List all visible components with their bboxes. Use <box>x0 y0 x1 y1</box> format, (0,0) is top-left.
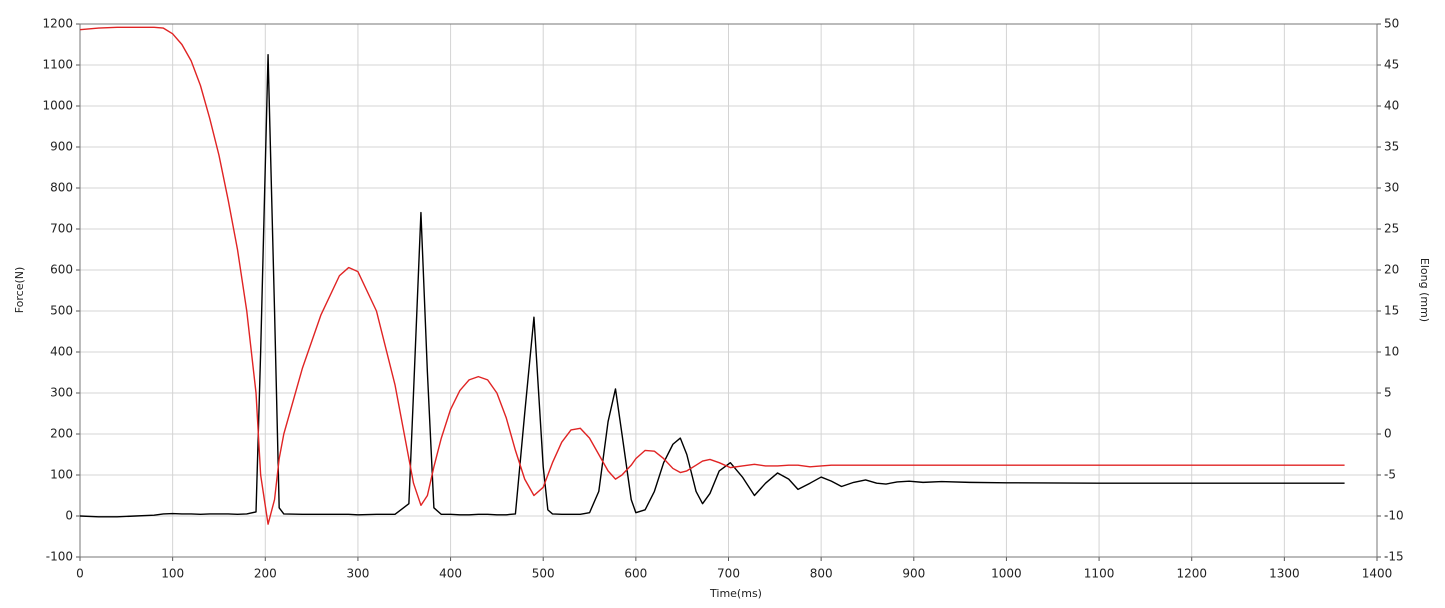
y2-tick-label: -10 <box>1384 509 1404 523</box>
y2-tick-label: 40 <box>1384 99 1399 113</box>
x-tick-label: 0 <box>76 567 84 581</box>
y-tick-label: 0 <box>65 509 73 523</box>
y2-tick-label: 50 <box>1384 17 1399 31</box>
x-tick-label: 700 <box>717 567 740 581</box>
y-tick-label: 1200 <box>42 17 73 31</box>
x-axis-label: Time(ms) <box>709 587 762 600</box>
x-tick-label: 300 <box>346 567 369 581</box>
y2-tick-label: 5 <box>1384 386 1392 400</box>
x-tick-label: 600 <box>624 567 647 581</box>
data-line <box>79 54 1345 518</box>
y-tick-label: 200 <box>50 427 73 441</box>
y2-tick-label: 35 <box>1384 140 1399 154</box>
x-tick-label: 400 <box>439 567 462 581</box>
y2-tick-label: 0 <box>1384 427 1392 441</box>
y2-tick-label: -15 <box>1384 550 1404 564</box>
y-tick-label: -100 <box>46 550 73 564</box>
y-axis-label: Force(N) <box>13 267 26 314</box>
x-tick-label: 800 <box>810 567 833 581</box>
y-tick-label: 800 <box>50 181 73 195</box>
y-tick-label: 700 <box>50 222 73 236</box>
y2-tick-label: 30 <box>1384 181 1399 195</box>
y-tick-label: 300 <box>50 386 73 400</box>
x-tick-label: 1400 <box>1362 567 1393 581</box>
x-tick-label: 1200 <box>1176 567 1207 581</box>
y-tick-label: 1100 <box>42 58 73 72</box>
y-tick-label: 100 <box>50 468 73 482</box>
data-line <box>79 26 1345 525</box>
y-tick-label: 900 <box>50 140 73 154</box>
x-tick-label: 1300 <box>1269 567 1300 581</box>
y2-tick-label: 45 <box>1384 58 1399 72</box>
plot-frame <box>79 23 1378 558</box>
y2-tick-label: -5 <box>1384 468 1396 482</box>
x-tick-label: 1000 <box>991 567 1022 581</box>
y2-tick-label: 25 <box>1384 222 1399 236</box>
y-tick-label: 500 <box>50 304 73 318</box>
y-tick-label: 1000 <box>42 99 73 113</box>
x-tick-label: 1100 <box>1084 567 1115 581</box>
x-tick-label: 200 <box>254 567 277 581</box>
y2-tick-label: 15 <box>1384 304 1399 318</box>
y-tick-label: 600 <box>50 263 73 277</box>
y-tick-label: 400 <box>50 345 73 359</box>
y2-tick-label: 10 <box>1384 345 1399 359</box>
x-tick-label: 500 <box>532 567 555 581</box>
x-tick-label: 100 <box>161 567 184 581</box>
y2-axis-label: Elong (mm) <box>1418 258 1431 322</box>
y2-tick-label: 20 <box>1384 263 1399 277</box>
x-tick-label: 900 <box>902 567 925 581</box>
